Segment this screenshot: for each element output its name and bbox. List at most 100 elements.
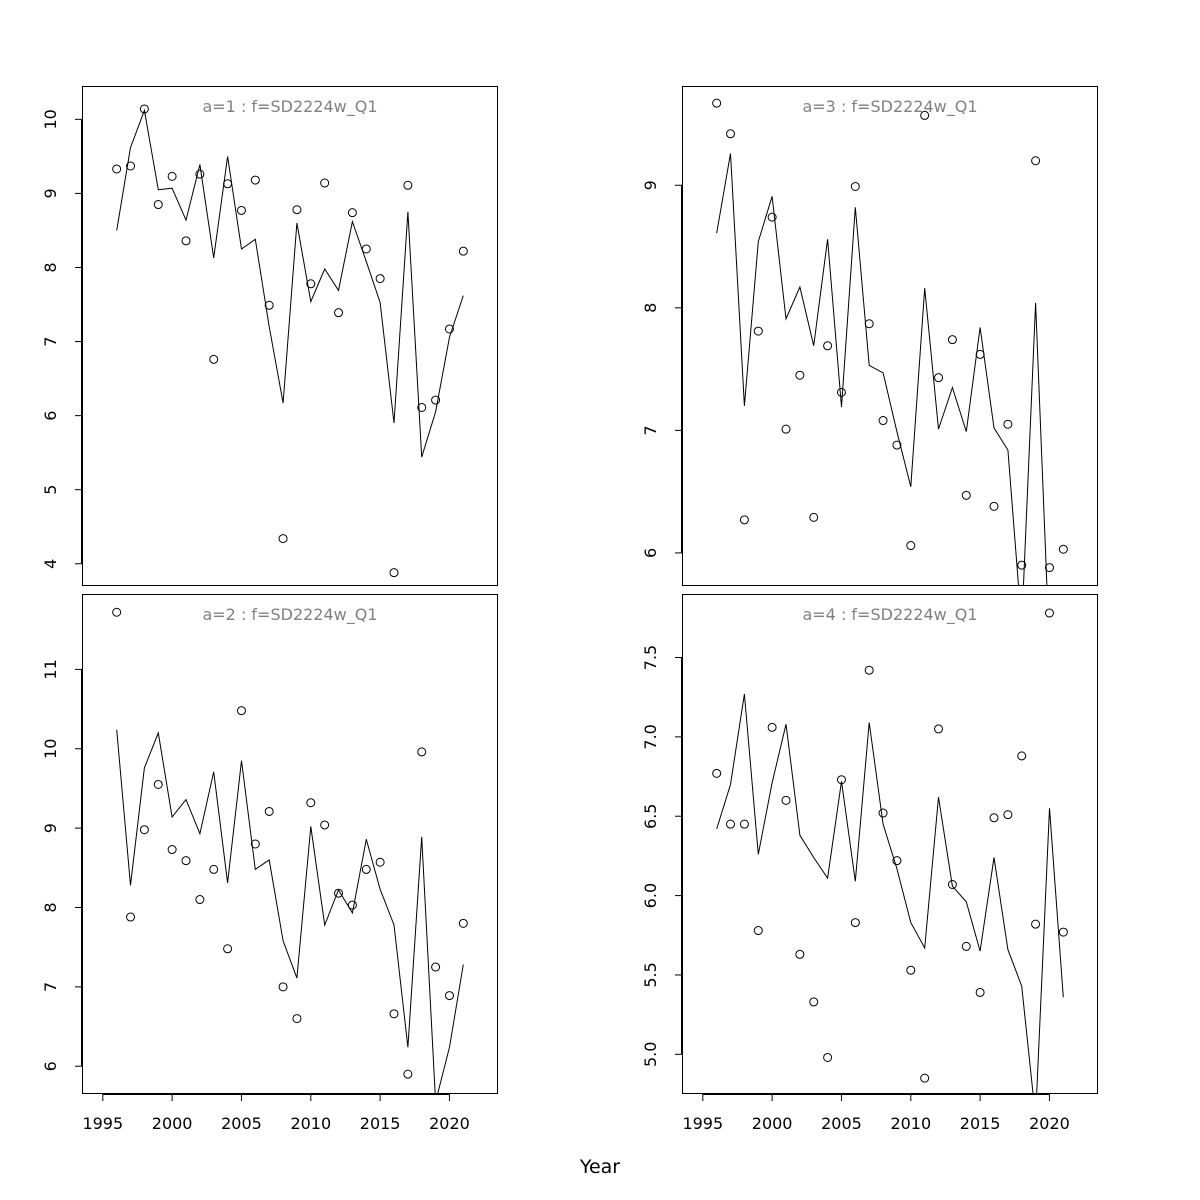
observed-point <box>753 926 763 936</box>
observed-point <box>209 864 219 874</box>
x-tick-label: 2015 <box>960 1114 1001 1133</box>
observed-point <box>167 171 177 181</box>
observed-point <box>1044 563 1054 573</box>
x-axis-title: Year <box>579 1156 620 1178</box>
observed-point <box>850 181 860 191</box>
plot-frame <box>82 594 498 1094</box>
observed-point <box>278 534 288 544</box>
observed-point <box>264 300 274 310</box>
observed-point <box>223 944 233 954</box>
observed-point <box>823 1052 833 1062</box>
observed-point <box>458 246 468 256</box>
observed-point <box>306 798 316 808</box>
observed-point <box>181 856 191 866</box>
y-tick-label: 9 <box>641 180 660 190</box>
y-tick-label: 8 <box>641 303 660 313</box>
observed-point <box>781 795 791 805</box>
observed-point <box>292 205 302 215</box>
y-tick-label: 5.5 <box>641 962 660 987</box>
observed-point <box>417 402 427 412</box>
observed-point <box>250 175 260 185</box>
observed-point <box>431 962 441 972</box>
observed-point <box>112 607 122 617</box>
data-layer <box>112 104 468 578</box>
y-tick-label: 7 <box>41 336 60 346</box>
observed-point <box>389 1009 399 1019</box>
observed-point <box>961 941 971 951</box>
observed-point <box>878 808 888 818</box>
observed-point <box>906 965 916 975</box>
observed-point <box>795 370 805 380</box>
observed-point <box>167 845 177 855</box>
observed-point <box>389 568 399 578</box>
y-tick-label: 10 <box>41 739 60 759</box>
observed-point <box>334 308 344 318</box>
observed-point <box>431 395 441 405</box>
observed-point <box>458 918 468 928</box>
observed-point <box>195 169 205 179</box>
x-tick-label: 2005 <box>221 1114 262 1133</box>
fitted-line <box>716 153 1048 586</box>
observed-point <box>209 354 219 364</box>
y-tick-label: 7.5 <box>641 645 660 670</box>
observed-point <box>892 856 902 866</box>
panel-4: 5.0 5.5 6.0 6.5 7.0 7.5 1995 2000 2005 2010 2015 20… <box>641 594 1098 1133</box>
observed-point <box>836 387 846 397</box>
observed-point <box>712 98 722 108</box>
observed-point <box>1003 419 1013 429</box>
observed-point <box>223 179 233 189</box>
observed-point <box>361 244 371 254</box>
observed-point <box>864 319 874 329</box>
y-tick-label: 6 <box>41 411 60 421</box>
observed-point <box>236 706 246 716</box>
panel-2: 6 7 8 9 a=3 : f=SD2224w_Q1 <box>641 86 1098 586</box>
plot-frame <box>682 594 1098 1094</box>
fitted-line <box>116 108 464 458</box>
observed-point <box>920 1073 930 1083</box>
y-tick-label: 8 <box>41 902 60 912</box>
observed-point <box>264 806 274 816</box>
y-tick-label: 7 <box>41 982 60 992</box>
observed-point <box>126 161 136 171</box>
y-tick-label: 5.0 <box>641 1042 660 1067</box>
observed-point <box>767 212 777 222</box>
y-tick-label: 9 <box>41 188 60 198</box>
observed-point <box>403 180 413 190</box>
fitted-line <box>116 729 464 1094</box>
observed-point <box>795 949 805 959</box>
observed-point <box>306 279 316 289</box>
observed-point <box>1058 927 1068 937</box>
x-tick-label: 2010 <box>290 1114 331 1133</box>
y-tick-label: 6 <box>41 1061 60 1071</box>
observed-point <box>934 373 944 383</box>
y-tick-label: 5 <box>41 485 60 495</box>
observed-point <box>403 1069 413 1079</box>
y-tick-label: 7.0 <box>641 724 660 749</box>
observed-point <box>767 722 777 732</box>
panel-title: a=4 : f=SD2224w_Q1 <box>802 605 977 625</box>
observed-point <box>444 324 454 334</box>
observed-point <box>753 326 763 336</box>
observed-point <box>809 997 819 1007</box>
observed-point <box>989 813 999 823</box>
observed-point <box>1031 919 1041 929</box>
y-tick-label: 6.5 <box>641 803 660 828</box>
y-tick-label: 8 <box>41 262 60 272</box>
data-layer <box>712 98 1068 586</box>
observed-point <box>126 912 136 922</box>
observed-point <box>920 110 930 120</box>
observed-point <box>320 178 330 188</box>
observed-point <box>1031 156 1041 166</box>
observed-point <box>892 440 902 450</box>
observed-point <box>864 665 874 675</box>
x-tick-label: 1995 <box>682 1114 723 1133</box>
observed-point <box>961 490 971 500</box>
panel-3: 6 7 8 9 10 11 1995 2000 2005 2010 2015 2020 a=2 : f=… <box>41 594 498 1133</box>
observed-point <box>934 724 944 734</box>
observed-point <box>292 1014 302 1024</box>
observed-point <box>320 820 330 830</box>
y-tick-label: 4 <box>41 559 60 569</box>
y-tick-label: 6.0 <box>641 883 660 908</box>
observed-point <box>181 236 191 246</box>
